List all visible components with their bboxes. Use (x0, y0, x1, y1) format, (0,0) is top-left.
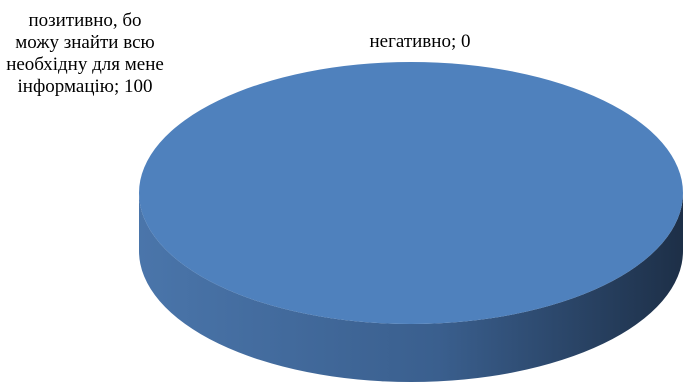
pie-slice-0 (139, 62, 683, 324)
pie-side-wall (139, 193, 683, 382)
data-label-positive: позитивно, бо можу знайти всю необхідну … (6, 10, 164, 97)
data-label-negative: негативно; 0 (369, 31, 471, 52)
